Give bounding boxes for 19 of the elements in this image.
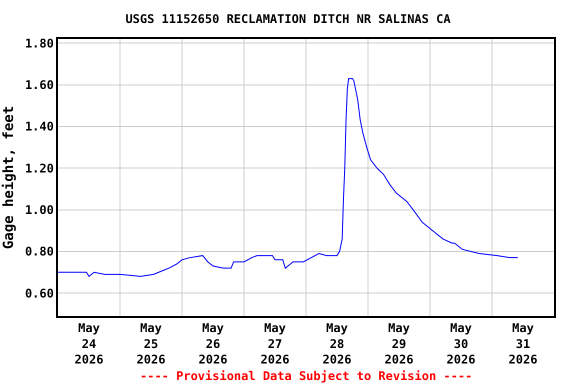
x-tick-label: May 29 2026 <box>384 321 414 366</box>
chart-title: USGS 11152650 RECLAMATION DITCH NR SALINAS CA <box>125 12 452 26</box>
x-tick-label: May 27 2026 <box>260 321 290 366</box>
x-tick-label: May 25 2026 <box>136 321 166 366</box>
y-tick-label: 1.00 <box>24 202 54 217</box>
y-tick-label: 0.80 <box>24 244 54 259</box>
x-tick-label: May 31 2026 <box>508 321 538 366</box>
y-axis-title: Gage height, feet <box>1 106 18 250</box>
x-tick-label: May 26 2026 <box>198 321 228 366</box>
y-tick-label: 1.20 <box>24 161 54 176</box>
y-tick-label: 1.60 <box>24 78 54 92</box>
y-tick-label: 1.40 <box>24 120 54 134</box>
x-tick-label: May 28 2026 <box>322 321 352 366</box>
line-series <box>58 78 518 277</box>
text: ---- Provisional Data Subject to Revision ---- <box>140 369 472 383</box>
x-tick-label: May 24 2026 <box>74 321 104 366</box>
y-tick-label: 1.80 <box>24 36 54 50</box>
y-tick-label: 0.60 <box>24 286 54 300</box>
x-tick-label: May 30 2026 <box>446 321 476 366</box>
